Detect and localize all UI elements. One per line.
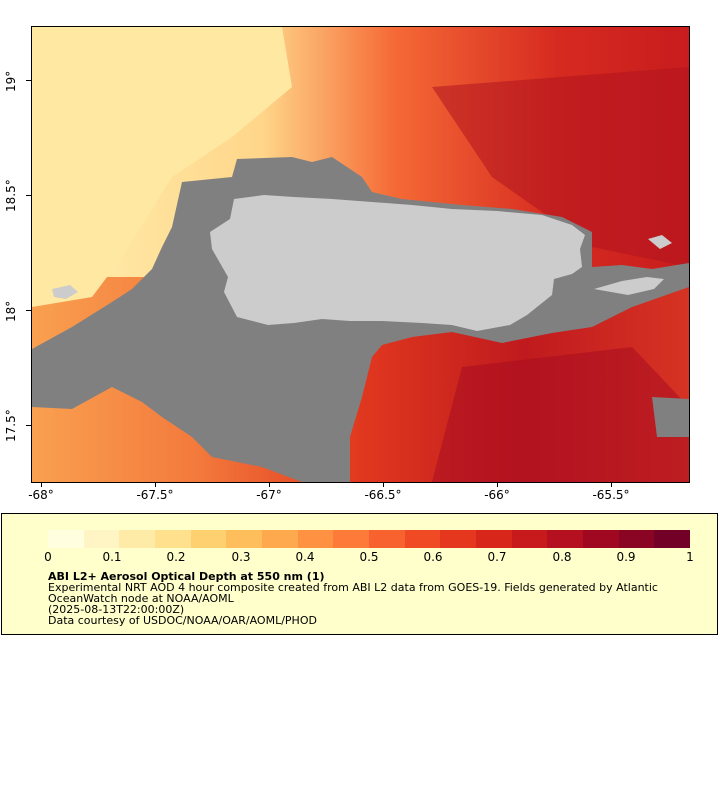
- colorbar-swatch: [547, 530, 584, 548]
- legend-panel: 0 0.1 0.2 0.3 0.4 0.5 0.6 0.7 0.8 0.9 1 …: [1, 513, 718, 635]
- colorbar-swatch: [618, 530, 655, 548]
- colorbar-tick-label: 1: [686, 550, 694, 564]
- vieques-land: [594, 277, 664, 295]
- high-aod-southeast: [432, 347, 689, 482]
- legend-timestamp: (2025-08-13T22:00:00Z): [48, 603, 185, 616]
- colorbar-tick-label: 0.7: [487, 550, 507, 564]
- colorbar-swatch: [440, 530, 477, 548]
- colorbar-tick-label: 0.5: [359, 550, 379, 564]
- colorbar-tick-label: 0.1: [102, 550, 122, 564]
- lon-tick-mark: [155, 482, 156, 487]
- colorbar-swatch: [333, 530, 370, 548]
- colorbar-tick-label: 0.6: [423, 550, 443, 564]
- colorbar-tick-label: 0.8: [552, 550, 572, 564]
- colorbar-swatch: [119, 530, 156, 548]
- colorbar-swatch: [262, 530, 298, 548]
- lat-tick-label: 18.5°: [4, 179, 18, 212]
- colorbar-tick-label: 0.4: [295, 550, 315, 564]
- colorbar-swatch: [48, 530, 84, 548]
- colorbar-swatch: [226, 530, 263, 548]
- lat-tick-label: 18°: [4, 300, 18, 322]
- legend-credit: Data courtesy of USDOC/NOAA/OAR/AOML/PHO…: [48, 614, 317, 627]
- lon-tick-label: -65.5°: [592, 488, 630, 502]
- lon-tick-label: -67.5°: [136, 488, 174, 502]
- colorbar: [48, 530, 691, 548]
- aod-map-canvas: [32, 27, 689, 482]
- lat-tick-label: 17.5°: [4, 409, 18, 442]
- colorbar-tick-label: 0.2: [166, 550, 186, 564]
- lon-tick-mark: [269, 482, 270, 487]
- colorbar-swatch: [297, 530, 334, 548]
- colorbar-swatch: [190, 530, 227, 548]
- aod-map: [31, 26, 690, 483]
- colorbar-tick-label: 0.9: [616, 550, 636, 564]
- colorbar-swatch: [583, 530, 619, 548]
- colorbar-swatch: [511, 530, 548, 548]
- colorbar-swatch: [369, 530, 405, 548]
- lat-tick-mark: [26, 310, 31, 311]
- colorbar-swatch: [404, 530, 441, 548]
- legend-text: ABI L2+ Aerosol Optical Depth at 550 nm …: [48, 571, 698, 626]
- lon-tick-label: -66.5°: [364, 488, 402, 502]
- lat-tick-label: 19°: [4, 70, 18, 92]
- puerto-rico-land: [210, 195, 585, 331]
- lon-tick-mark: [497, 482, 498, 487]
- lon-tick-label: -68°: [28, 488, 54, 502]
- colorbar-tick-label: 0: [44, 550, 52, 564]
- legend-title: ABI L2+ Aerosol Optical Depth at 550 nm …: [48, 570, 325, 583]
- lat-tick-mark: [26, 425, 31, 426]
- no-data-southeast: [652, 397, 689, 437]
- colorbar-swatch: [83, 530, 120, 548]
- lat-tick-mark: [26, 80, 31, 81]
- legend-description: Experimental NRT AOD 4 hour composite cr…: [48, 581, 658, 605]
- low-aod-west: [32, 27, 292, 307]
- lon-tick-label: -66°: [484, 488, 510, 502]
- colorbar-swatch: [654, 530, 691, 548]
- culebra-land: [648, 235, 672, 249]
- lat-tick-mark: [26, 195, 31, 196]
- colorbar-swatch: [476, 530, 512, 548]
- lon-tick-mark: [41, 482, 42, 487]
- lon-tick-label: -67°: [256, 488, 282, 502]
- lon-tick-mark: [611, 482, 612, 487]
- colorbar-tick-label: 0.3: [231, 550, 251, 564]
- colorbar-swatch: [155, 530, 191, 548]
- lon-tick-mark: [383, 482, 384, 487]
- mona-island-land: [52, 285, 78, 299]
- high-aod-northeast: [432, 67, 689, 267]
